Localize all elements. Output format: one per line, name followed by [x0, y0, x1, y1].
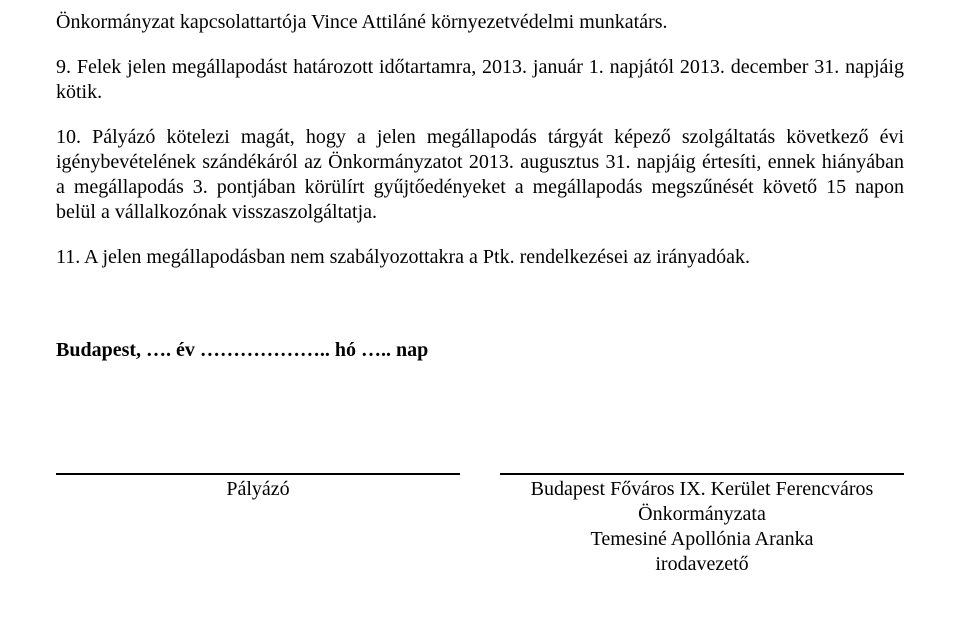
signature-right-line3: Temesiné Apollónia Aranka — [500, 527, 904, 552]
spacer — [56, 35, 904, 55]
signature-row: Pályázó Budapest Főváros IX. Kerület Fer… — [56, 473, 904, 577]
spacer — [56, 225, 904, 245]
signature-left: Pályázó — [56, 473, 460, 577]
spacer — [56, 105, 904, 125]
paragraph-10: 10. Pályázó kötelezi magát, hogy a jelen… — [56, 125, 904, 225]
paragraph-9: 9. Felek jelen megállapodást határozott … — [56, 55, 904, 105]
spacer — [56, 270, 904, 338]
signature-rule-left — [56, 473, 460, 475]
signature-right-line4: irodavezető — [500, 552, 904, 577]
signature-left-line1: Pályázó — [56, 477, 460, 502]
paragraph-11: 11. A jelen megállapodásban nem szabályo… — [56, 245, 904, 270]
signature-right-line2: Önkormányzata — [500, 502, 904, 527]
document-page: Önkormányzat kapcsolattartója Vince Atti… — [0, 0, 960, 577]
signature-right: Budapest Főváros IX. Kerület Ferencváros… — [500, 473, 904, 577]
spacer — [56, 363, 904, 473]
paragraph-intro: Önkormányzat kapcsolattartója Vince Atti… — [56, 10, 904, 35]
signature-right-line1: Budapest Főváros IX. Kerület Ferencváros — [500, 477, 904, 502]
signature-rule-right — [500, 473, 904, 475]
date-line: Budapest, …. év ……………….. hó ….. nap — [56, 338, 904, 363]
